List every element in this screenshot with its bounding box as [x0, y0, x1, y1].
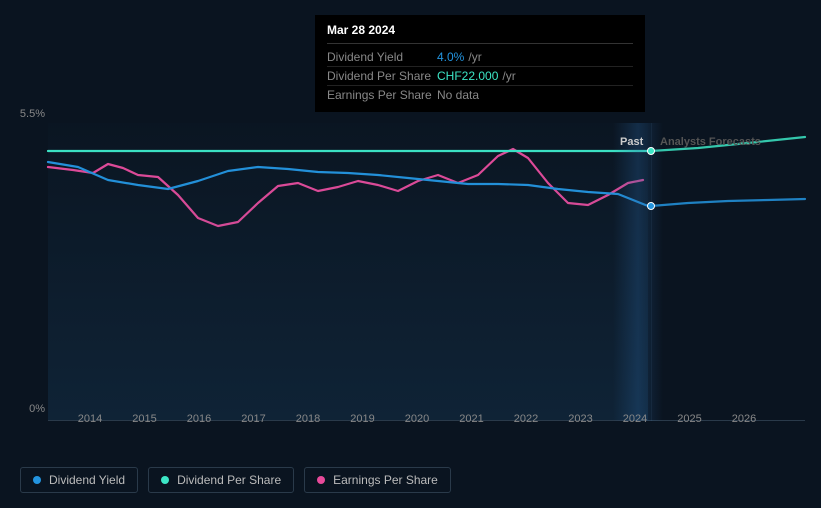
legend: Dividend Yield Dividend Per Share Earnings… — [20, 467, 451, 493]
past-label: Past — [620, 136, 643, 148]
x-axis: 2014 2015 2016 2017 2018 2019 2020 2021 2022 2023… — [48, 413, 805, 433]
plot-area[interactable]: Past Analysts Forecasts — [48, 123, 805, 421]
legend-item[interactable]: Dividend Yield — [20, 467, 138, 493]
dividend_yield-marker — [647, 202, 655, 210]
tooltip-metric-label: Dividend Yield — [327, 50, 437, 64]
legend-item[interactable]: Dividend Per Share — [148, 467, 294, 493]
dividend-chart: 5.5% 0% Past Analysts Forecasts 2014 2015… — [15, 105, 805, 425]
tooltip-metric-unit: /yr — [502, 69, 515, 83]
tooltip-metric-value: No data — [437, 88, 479, 102]
y-axis-max: 5.5% — [20, 108, 45, 120]
legend-dot-icon — [161, 476, 169, 484]
x-tick: 2020 — [405, 413, 429, 425]
x-tick: 2021 — [459, 413, 483, 425]
tooltip-metric-unit: /yr — [468, 50, 481, 64]
x-tick: 2018 — [296, 413, 320, 425]
x-tick: 2022 — [514, 413, 538, 425]
x-tick: 2017 — [241, 413, 265, 425]
chart-tooltip: Mar 28 2024 Dividend Yield4.0%/yrDividen… — [315, 15, 645, 112]
x-tick: 2016 — [187, 413, 211, 425]
current-date-highlight — [613, 123, 663, 421]
legend-dot-icon — [33, 476, 41, 484]
x-tick: 2026 — [732, 413, 756, 425]
legend-label: Earnings Per Share — [333, 473, 438, 487]
x-tick: 2025 — [677, 413, 701, 425]
legend-item[interactable]: Earnings Per Share — [304, 467, 451, 493]
x-tick: 2015 — [132, 413, 156, 425]
legend-dot-icon — [317, 476, 325, 484]
forecast-label: Analysts Forecasts — [660, 136, 761, 148]
dividend_per_share-marker — [647, 147, 655, 155]
legend-label: Dividend Yield — [49, 473, 125, 487]
tooltip-metric-value: 4.0% — [437, 50, 464, 64]
tooltip-row: Earnings Per ShareNo data — [327, 86, 633, 104]
past-forecast-divider — [651, 123, 652, 421]
y-axis-min: 0% — [29, 403, 45, 415]
tooltip-metric-label: Earnings Per Share — [327, 88, 437, 102]
x-tick: 2019 — [350, 413, 374, 425]
x-tick: 2014 — [78, 413, 102, 425]
x-tick: 2023 — [568, 413, 592, 425]
tooltip-row: Dividend Per ShareCHF22.000/yr — [327, 67, 633, 86]
tooltip-metric-label: Dividend Per Share — [327, 69, 437, 83]
plot-background-fill — [48, 123, 648, 420]
tooltip-row: Dividend Yield4.0% /yr — [327, 48, 633, 67]
tooltip-metric-value: CHF22.000 — [437, 69, 498, 83]
x-tick: 2024 — [623, 413, 647, 425]
legend-label: Dividend Per Share — [177, 473, 281, 487]
tooltip-date: Mar 28 2024 — [327, 23, 633, 44]
